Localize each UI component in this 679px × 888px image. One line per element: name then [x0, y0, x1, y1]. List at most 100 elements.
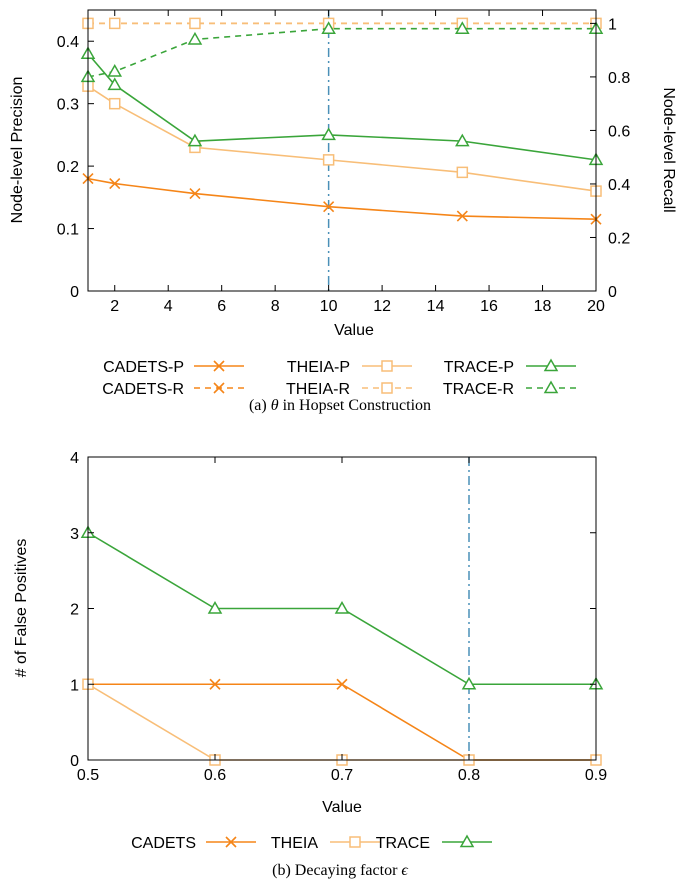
series-cadets: [82, 678, 602, 766]
legend-marker: [381, 382, 393, 394]
data-point: [455, 133, 470, 147]
series-line: [87, 683, 596, 761]
y-tick-label: 0: [70, 753, 79, 770]
y2-tick-label: 0.2: [608, 230, 630, 247]
legend-marker: [225, 836, 237, 848]
data-point: [187, 133, 203, 147]
legend-entry: CADETS: [131, 835, 256, 852]
x-tick-label: 12: [373, 298, 391, 315]
legend-marker: [213, 360, 225, 372]
legend-marker: [213, 382, 225, 394]
y-tick-label: 1: [70, 677, 79, 694]
x-tick-label: 10: [320, 298, 338, 315]
legend-label: THEIA-P: [287, 359, 350, 376]
legend-marker: [381, 360, 393, 372]
x-tick-label: 8: [271, 298, 280, 315]
y-tick-label: 0.3: [57, 97, 79, 114]
y-tick-label: 0.4: [57, 34, 79, 51]
y-tick-label: 0.2: [57, 159, 79, 176]
x-tick-label: 2: [110, 298, 119, 315]
legend-label: THEIA: [271, 835, 318, 852]
data-point: [207, 600, 223, 614]
legend-marker: [543, 380, 559, 394]
legend-label: CADETS-R: [102, 381, 184, 398]
data-point: [209, 678, 221, 690]
series-line: [87, 177, 597, 220]
legend-label: THEIA-R: [286, 381, 350, 398]
series-line: [87, 53, 597, 161]
data-point: [456, 166, 469, 179]
x-tick-label: 20: [587, 298, 605, 315]
data-point: [456, 210, 468, 222]
data-point: [189, 188, 201, 200]
series-theia-r: [82, 17, 602, 30]
legend-marker: [543, 358, 559, 372]
legend-label: TRACE-P: [444, 359, 514, 376]
data-point: [322, 154, 335, 166]
chart-b: 0.5 0.6 0.7 0.8 0.9 0 1 2 3 4 Value # of False Po…: [13, 450, 607, 879]
y-axis-label: Node-level Precision: [9, 77, 26, 224]
x-tick-label: 4: [164, 298, 173, 315]
data-point: [455, 21, 470, 34]
y-tick-label: 0.1: [57, 222, 79, 239]
plot-frame: [87, 9, 597, 292]
series-theia-p: [82, 80, 602, 197]
x-axis-label: Value: [322, 799, 362, 816]
y2-tick-label: 0.6: [608, 123, 630, 140]
legend-marker: [459, 834, 475, 848]
data-point: [107, 77, 123, 91]
legend-marker: [349, 836, 361, 848]
data-point: [108, 97, 121, 110]
y-tick-label: 4: [70, 450, 79, 467]
y-tick-label: 0: [70, 284, 79, 301]
x-axis-label: Value: [334, 322, 374, 339]
data-point: [323, 201, 335, 213]
chart-a: 2 4 6 8 10 12 14 16 18 2000.10.20.30.400.20.40.60…: [9, 9, 677, 414]
y-tick-label: 3: [70, 526, 79, 543]
series-line: [87, 27, 596, 78]
x-tick-label: 14: [427, 298, 445, 315]
data-point: [321, 21, 336, 34]
series-trace-r: [80, 21, 604, 83]
x-tick-label: 0.7: [331, 767, 353, 784]
y2-axis-label: Node-level Recall: [660, 87, 677, 212]
legend-label: TRACE-R: [443, 381, 514, 398]
data-point: [334, 600, 350, 614]
series-trace-p: [80, 46, 604, 166]
series-theia: [82, 678, 602, 766]
legend-entry: CADETS-P: [103, 359, 244, 376]
legend-label: TRACE: [376, 835, 430, 852]
legend-entry: CADETS-R: [102, 381, 244, 398]
y-tick-label: 2: [70, 602, 79, 619]
x-tick-label: 16: [480, 298, 498, 315]
caption-a: (a) θ in Hopset Construction: [249, 397, 431, 414]
data-point: [461, 676, 477, 690]
legend-entry: THEIA-P: [287, 359, 412, 376]
y-axis-label: # of False Positives: [13, 539, 30, 678]
legend-label: CADETS: [131, 835, 196, 852]
x-tick-label: 0.9: [585, 767, 607, 784]
legend-entry: TRACE-R: [443, 380, 576, 398]
data-point: [107, 64, 123, 77]
series-trace: [80, 525, 604, 690]
data-point: [336, 678, 348, 690]
x-tick-label: 6: [217, 298, 226, 315]
x-tick-label: 0.6: [204, 767, 226, 784]
y2-tick-label: 1: [608, 16, 617, 33]
data-point: [189, 17, 201, 30]
y2-tick-label: 0.4: [608, 177, 630, 194]
x-tick-label: 0.8: [458, 767, 480, 784]
caption-b: (b) Decaying factor ϵ: [272, 862, 408, 879]
legend-label: CADETS-P: [103, 359, 184, 376]
data-point: [108, 17, 121, 30]
legend-entry: THEIA-R: [286, 381, 412, 398]
legend-entry: TRACE: [376, 834, 492, 852]
data-point: [109, 178, 121, 190]
legend-entry: THEIA: [271, 835, 380, 852]
y2-tick-label: 0: [608, 284, 617, 301]
legend-entry: TRACE-P: [444, 358, 576, 376]
y2-tick-label: 0.8: [608, 70, 630, 87]
series-line: [87, 85, 597, 192]
series-line: [88, 683, 596, 761]
